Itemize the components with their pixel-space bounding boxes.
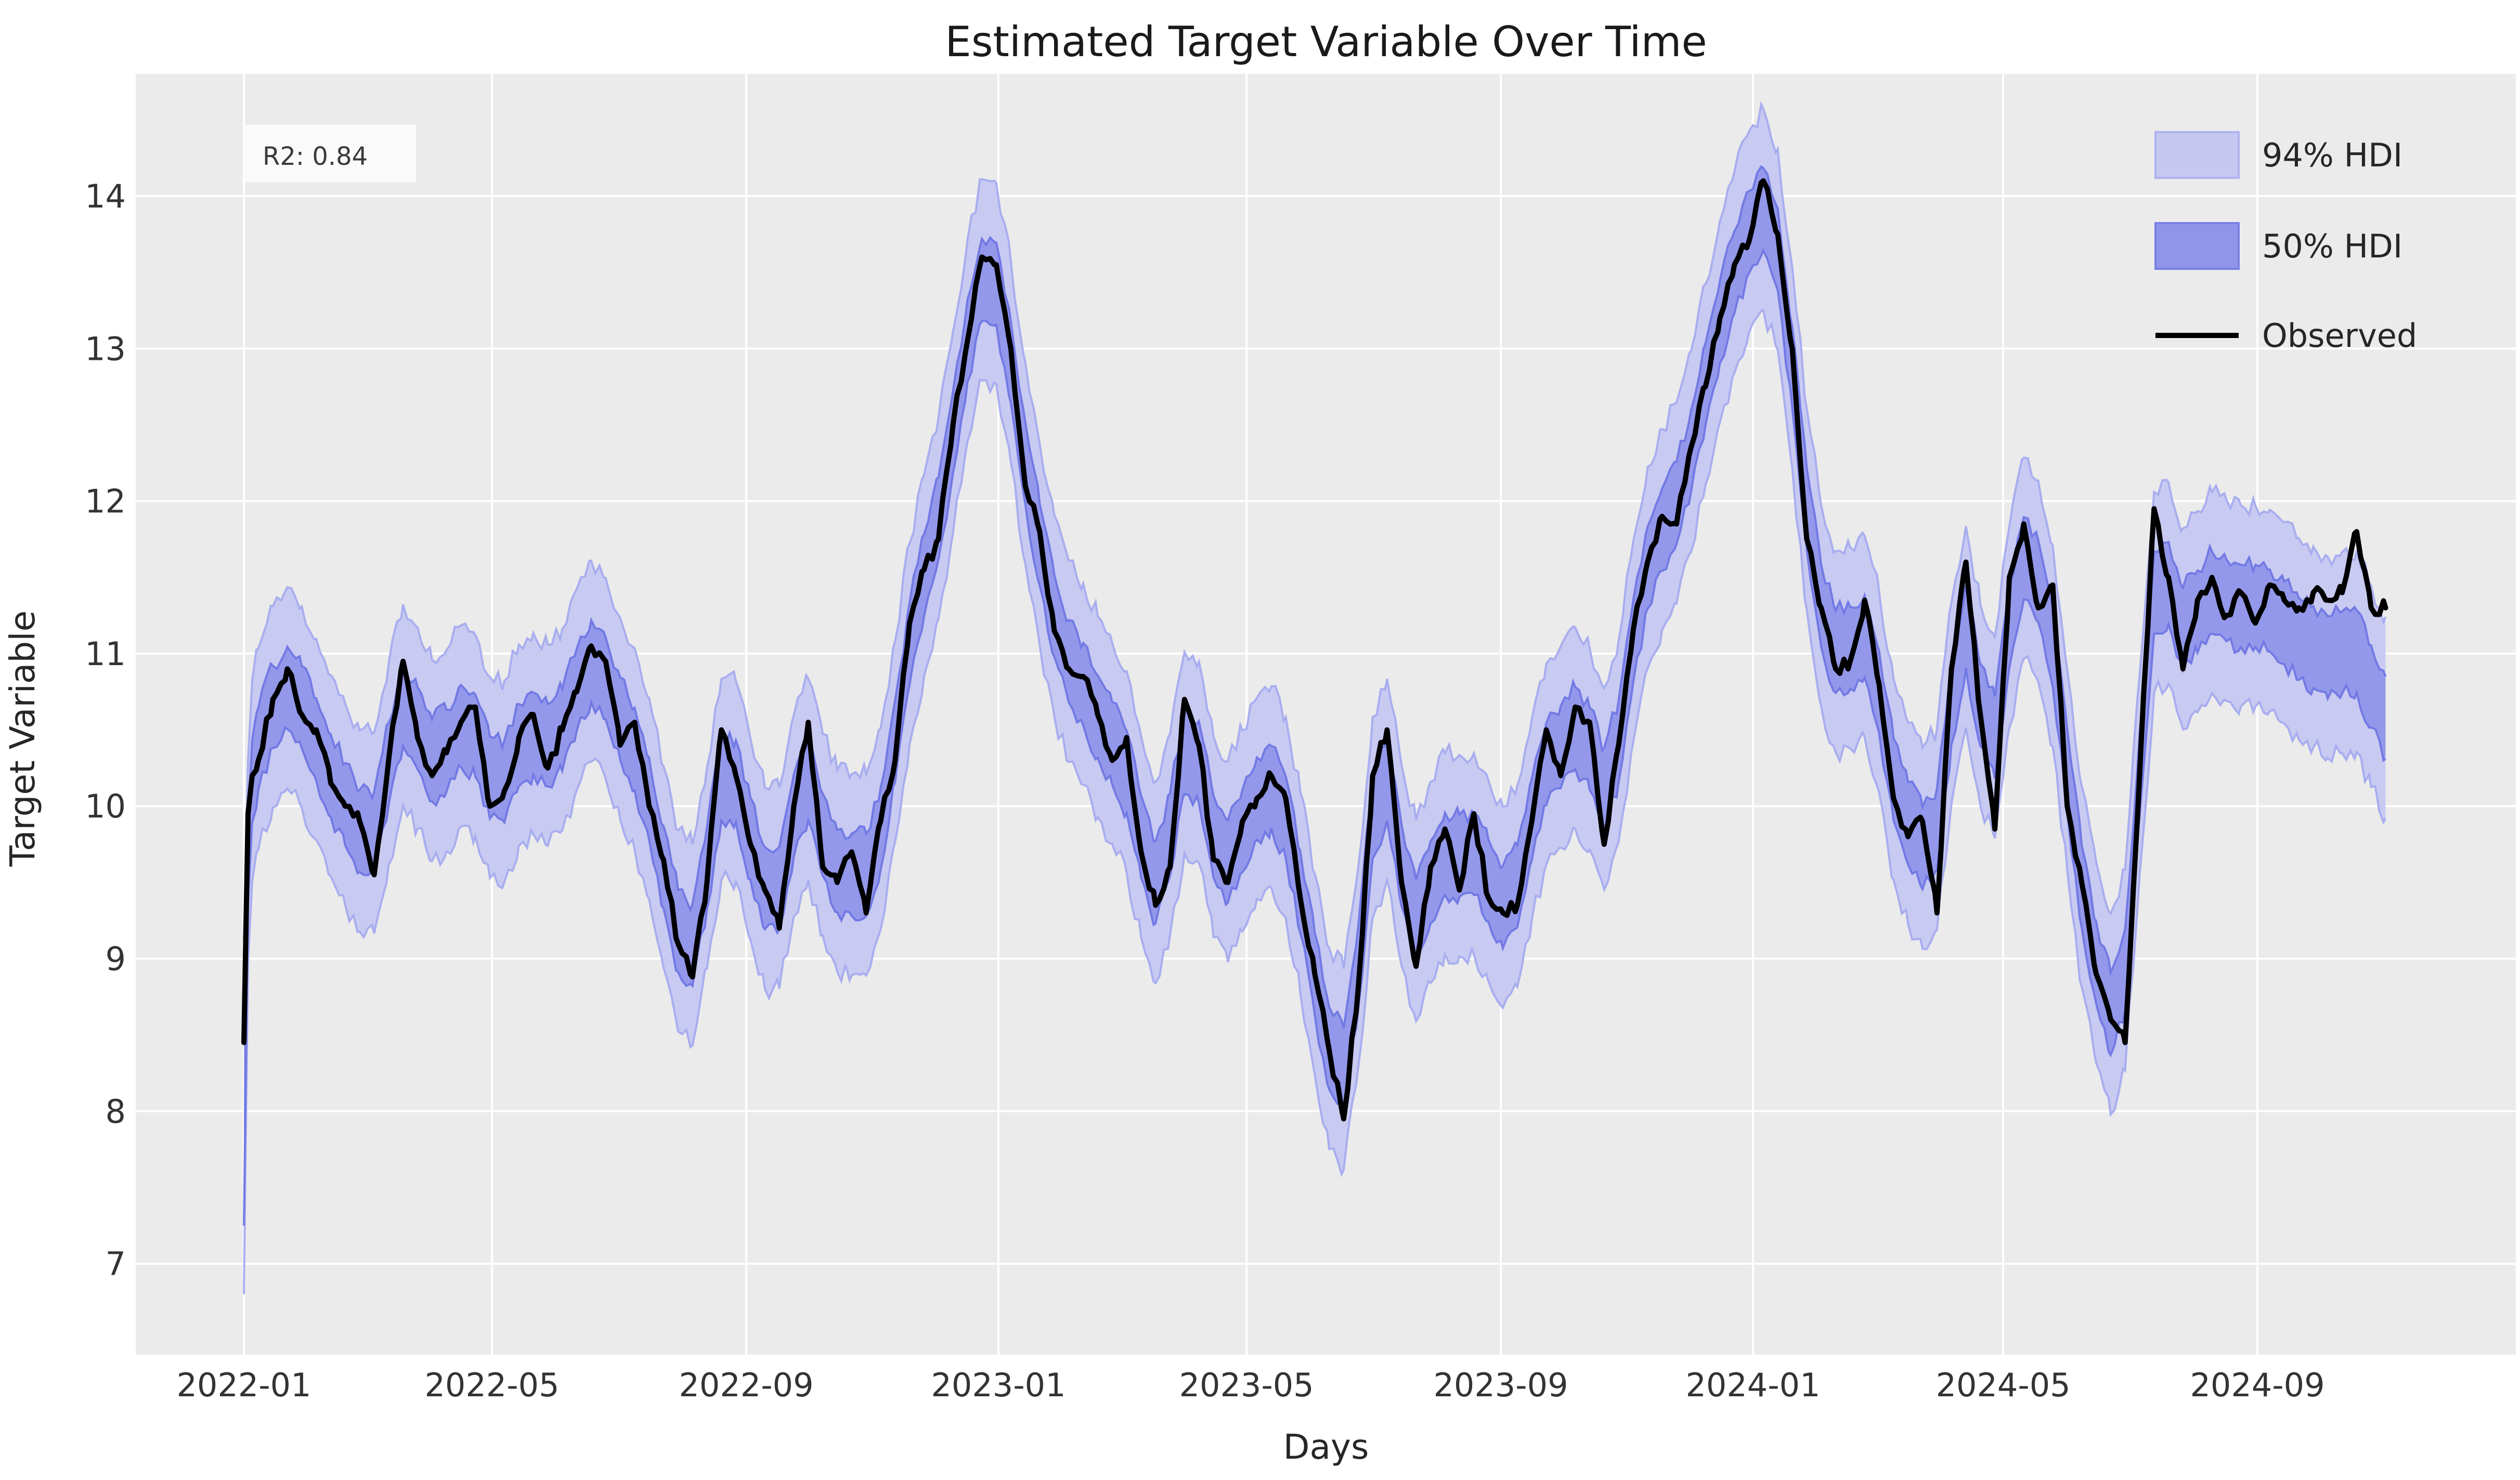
- legend-patch-hdi94: [2154, 131, 2240, 179]
- legend-item: Observed: [2155, 317, 2417, 355]
- x-tick-label: 2024-01: [1685, 1366, 1820, 1404]
- y-tick-label: 8: [106, 1093, 126, 1131]
- x-tick-label: 2024-09: [2190, 1366, 2324, 1404]
- r2-annotation-text: R2: 0.84: [263, 142, 368, 171]
- r2-annotation-box: [244, 125, 416, 182]
- r2-annotation: R2: 0.84: [244, 125, 416, 182]
- observed-series: [241, 178, 2388, 1122]
- hdi50-band-lower-edge: [243, 248, 2386, 1226]
- x-tick-label: 2022-05: [424, 1366, 559, 1404]
- y-tick-label: 10: [85, 787, 126, 825]
- y-tick-label: 7: [106, 1245, 126, 1283]
- legend-patch-hdi50: [2154, 222, 2240, 270]
- chart-title: Estimated Target Variable Over Time: [945, 18, 1707, 66]
- x-tick-label: 2023-09: [1433, 1366, 1568, 1404]
- y-axis-label: Target Variable: [3, 611, 43, 867]
- x-axis-ticks: 2022-01 2022-05 2022-09 2023-01 2023-05 2023-…: [176, 1366, 2324, 1404]
- legend-label: Observed: [2262, 317, 2417, 355]
- legend-label: 50% HDI: [2262, 227, 2402, 265]
- x-tick-label: 2023-05: [1179, 1366, 1314, 1404]
- x-tick-label: 2024-05: [1936, 1366, 2071, 1404]
- x-tick-label: 2022-09: [679, 1366, 813, 1404]
- y-tick-label: 13: [85, 330, 126, 368]
- legend-item: 50% HDI: [2154, 222, 2402, 270]
- y-tick-label: 14: [85, 177, 126, 215]
- hdi50-band-upper-edge: [243, 165, 2387, 1029]
- y-tick-label: 12: [85, 483, 126, 521]
- y-tick-label: 9: [106, 940, 126, 978]
- x-tick-label: 2023-01: [931, 1366, 1066, 1404]
- hdi94-band-lower-edge: [243, 308, 2387, 1294]
- legend-item: 94% HDI: [2154, 131, 2402, 179]
- observed-line: [241, 178, 2388, 1122]
- x-tick-label: 2022-01: [176, 1366, 311, 1404]
- legend: 94% HDI 50% HDI Observed: [2154, 131, 2417, 355]
- x-axis-label: Days: [1283, 1427, 1369, 1467]
- y-axis-ticks: 7 8 9 10 11 12 13 14: [85, 177, 126, 1283]
- hdi-bands: [243, 100, 2387, 1294]
- hdi94-band-upper-edge: [243, 100, 2387, 969]
- y-tick-label: 11: [85, 635, 126, 673]
- legend-label: 94% HDI: [2262, 136, 2402, 174]
